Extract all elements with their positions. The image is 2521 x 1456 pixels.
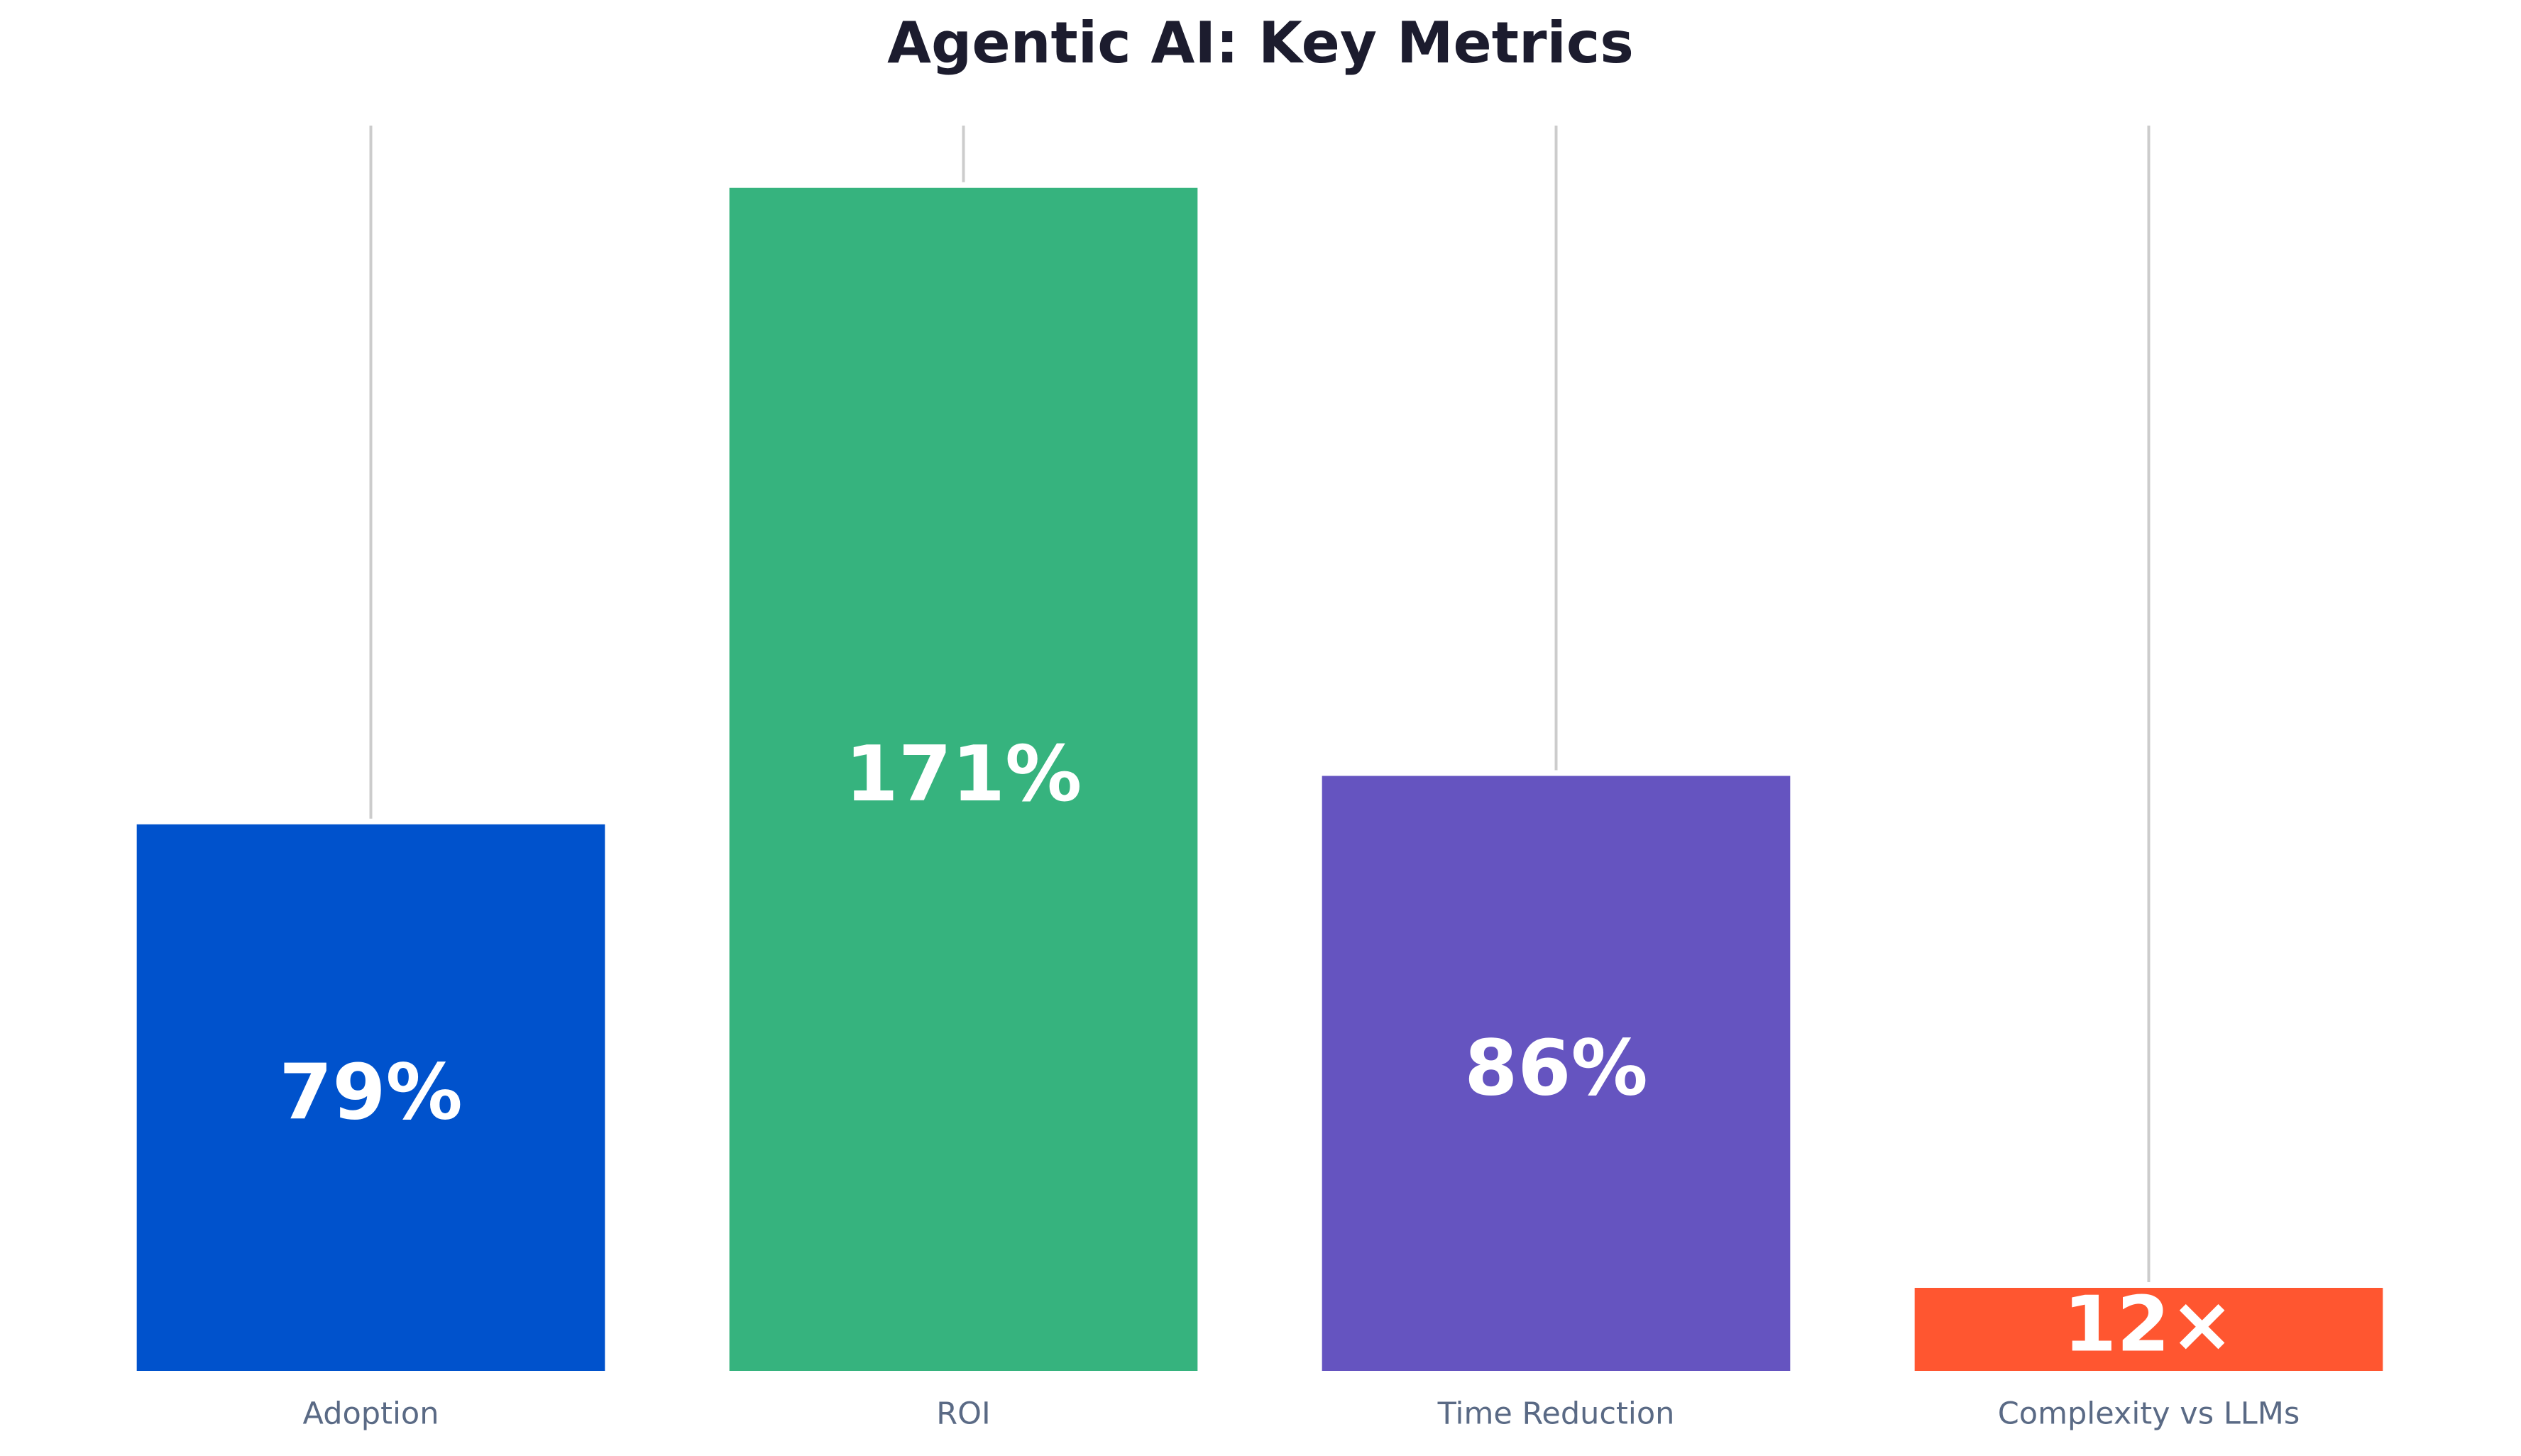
x-tick-label: Adoption (303, 1396, 439, 1432)
value-label: 171% (845, 730, 1082, 819)
value-label: 86% (1464, 1025, 1648, 1113)
x-tick-label: ROI (936, 1396, 990, 1432)
bar (729, 187, 1198, 1371)
bar (1914, 1288, 2383, 1371)
value-label: 12× (2063, 1280, 2234, 1369)
x-tick-label: Complexity vs LLMs (1998, 1396, 2300, 1432)
chart-title: Agentic AI: Key Metrics (887, 10, 1634, 76)
x-tick-label: Time Reduction (1437, 1396, 1675, 1432)
value-label: 79% (279, 1049, 463, 1137)
bar (136, 824, 605, 1371)
bar (1322, 776, 1791, 1371)
